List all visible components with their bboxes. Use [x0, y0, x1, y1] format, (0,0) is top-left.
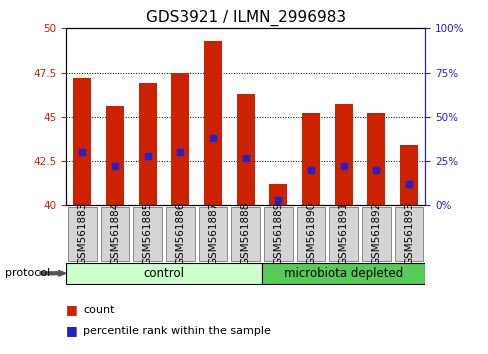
Bar	[334, 104, 352, 205]
Text: percentile rank within the sample: percentile rank within the sample	[83, 326, 270, 336]
FancyBboxPatch shape	[394, 207, 423, 261]
FancyBboxPatch shape	[264, 207, 292, 261]
Text: GSM561889: GSM561889	[273, 202, 283, 266]
Text: count: count	[83, 305, 114, 315]
Text: GSM561887: GSM561887	[207, 202, 218, 266]
Text: GSM561888: GSM561888	[240, 202, 250, 266]
FancyBboxPatch shape	[231, 207, 260, 261]
FancyBboxPatch shape	[262, 263, 425, 284]
FancyBboxPatch shape	[329, 207, 357, 261]
FancyBboxPatch shape	[296, 207, 325, 261]
Title: GDS3921 / ILMN_2996983: GDS3921 / ILMN_2996983	[145, 9, 345, 25]
Bar	[73, 78, 91, 205]
Text: GSM561892: GSM561892	[371, 202, 381, 266]
Bar	[399, 145, 417, 205]
Text: GSM561885: GSM561885	[142, 202, 152, 266]
Bar	[139, 83, 156, 205]
Bar	[171, 73, 189, 205]
Text: GSM561893: GSM561893	[403, 202, 413, 266]
Text: protocol: protocol	[5, 268, 50, 278]
Text: control: control	[143, 267, 184, 280]
Bar	[236, 94, 254, 205]
Bar	[302, 113, 320, 205]
FancyBboxPatch shape	[101, 207, 129, 261]
FancyBboxPatch shape	[198, 207, 227, 261]
Text: ■: ■	[66, 303, 78, 316]
Text: GSM561884: GSM561884	[110, 202, 120, 266]
Text: GSM561890: GSM561890	[305, 202, 315, 265]
FancyBboxPatch shape	[68, 207, 97, 261]
Bar	[366, 113, 385, 205]
Bar	[106, 106, 124, 205]
FancyBboxPatch shape	[165, 207, 194, 261]
Text: GSM561891: GSM561891	[338, 202, 348, 266]
Text: ■: ■	[66, 325, 78, 337]
Text: GSM561883: GSM561883	[77, 202, 87, 266]
Bar	[269, 184, 287, 205]
FancyBboxPatch shape	[361, 207, 390, 261]
Bar	[203, 41, 222, 205]
Text: GSM561886: GSM561886	[175, 202, 185, 266]
FancyBboxPatch shape	[66, 263, 262, 284]
Text: microbiota depleted: microbiota depleted	[284, 267, 403, 280]
FancyBboxPatch shape	[133, 207, 162, 261]
